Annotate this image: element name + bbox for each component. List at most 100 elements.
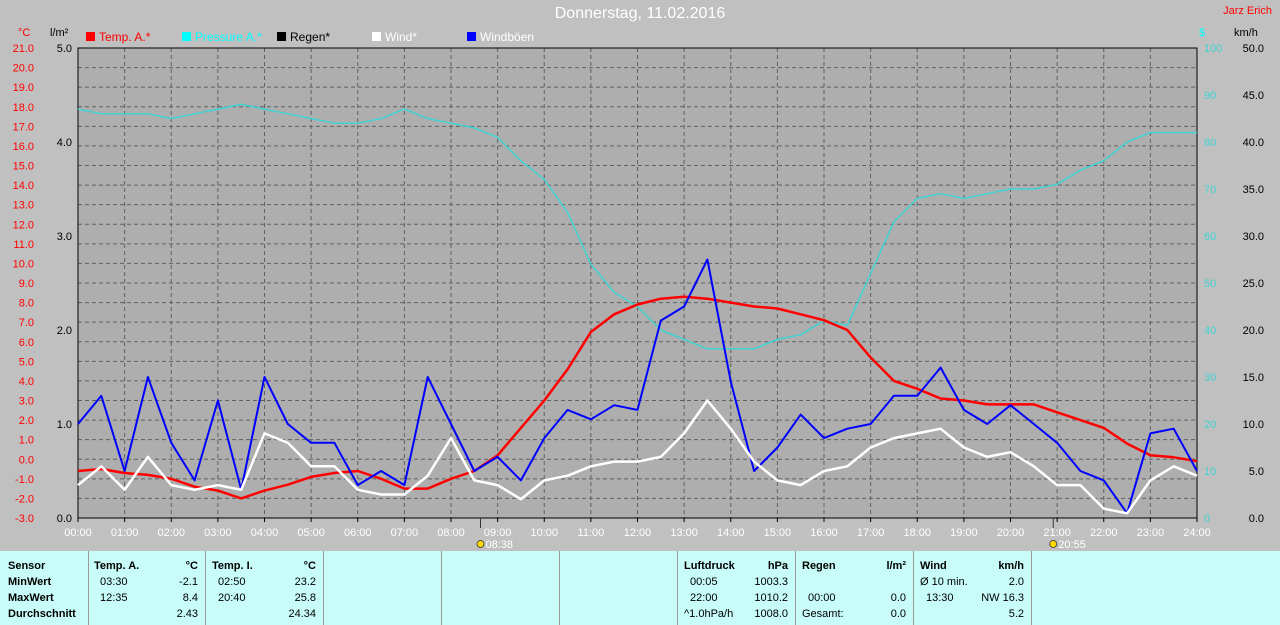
pressure-min-time: 00:05 (690, 576, 718, 588)
pressure-tick-label: 30 (1204, 372, 1216, 384)
grid (78, 48, 1197, 518)
rain-axis-unit: l/m² (50, 27, 69, 39)
x-tick-label: 22:00 (1090, 527, 1118, 539)
temp-out-min-value: -2.1 (179, 576, 198, 588)
temp-tick-label: 16.0 (13, 141, 34, 153)
temp-in-max-value: 25.8 (294, 592, 316, 604)
temp-in-unit: °C (303, 560, 316, 572)
column-divider (323, 551, 324, 625)
temp-tick-label: -3.0 (15, 513, 34, 525)
temp-tick-label: 4.0 (19, 376, 34, 388)
temp-tick-label: 7.0 (19, 317, 34, 329)
column-divider (1031, 551, 1032, 625)
x-tick-label: 11:00 (578, 527, 605, 539)
author-label: Jarz Erich (1223, 5, 1272, 17)
row-label-min: MinWert (8, 576, 52, 588)
temp-tick-label: 11.0 (13, 239, 34, 251)
pressure-tick-label: 80 (1204, 137, 1216, 149)
pressure-tick-label: 90 (1204, 90, 1216, 102)
pressure-line (77, 103, 1197, 350)
temp-tick-label: 17.0 (13, 121, 34, 133)
legend-swatch-rain (277, 32, 286, 41)
legend-swatch-pressure (182, 32, 191, 41)
x-tick-label: 08:00 (437, 527, 465, 539)
sun-icon (476, 540, 485, 548)
weather-chart: 00:00 01:00 02:00 03:00 04:00 05:00 06:00 07:00… (13, 43, 1264, 551)
wind-header: Wind (920, 560, 947, 572)
row-label-avg: Durchschnitt (8, 608, 76, 620)
wind-tick-label: 10.0 (1243, 419, 1264, 431)
wind-avg-value: 5.2 (1008, 608, 1024, 620)
x-tick-label: 23:00 (1137, 527, 1165, 539)
rain-total-value: 0.0 (890, 608, 906, 620)
temp-out-header: Temp. A. (94, 560, 140, 572)
x-tick-label: 18:00 (903, 527, 931, 539)
legend-label-rain: Regen* (290, 30, 331, 44)
pressure-tick-label: 20 (1204, 419, 1216, 431)
legend-swatch-temp (86, 32, 95, 41)
legend-item-temp: Temp. A.* (86, 30, 150, 44)
plot-border (77, 47, 1198, 519)
temp-tick-label: 10.0 (13, 258, 34, 270)
temp-tick-label: 0.0 (19, 454, 34, 466)
wind-tick-label: 5.0 (1249, 466, 1264, 478)
pressure-axis-unit: $ (1199, 27, 1206, 39)
legend-item-pressure: Pressure A.* (182, 30, 262, 44)
x-tick-label: 17:00 (857, 527, 885, 539)
temp-out-max-time: 12:35 (100, 592, 128, 604)
legend-label-gust: Windböen (480, 30, 535, 44)
statistics-table: Sensor MinWert MaxWert Durchschnitt Temp… (0, 551, 1280, 625)
temp-tick-label: 9.0 (19, 278, 34, 290)
rain-tick-label: 2.0 (57, 325, 72, 337)
column-divider (205, 551, 206, 625)
wind-line (77, 399, 1198, 515)
rain-tick-label: 4.0 (57, 137, 72, 149)
x-tick-label: 21:00 (1043, 527, 1071, 539)
temp-tick-label: 15.0 (13, 161, 34, 173)
wind-tick-label: 15.0 (1243, 372, 1264, 384)
temp-in-header: Temp. I. (212, 560, 253, 572)
legend-label-pressure: Pressure A.* (195, 30, 262, 44)
x-tick-label: 00:00 (64, 527, 92, 539)
temp-in-min-time: 02:50 (218, 576, 246, 588)
x-tick-label: 09:00 (484, 527, 512, 539)
rain-time: 00:00 (808, 592, 836, 604)
wind-tick-label: 40.0 (1243, 137, 1264, 149)
temp-tick-label: 14.0 (13, 180, 34, 192)
chart-title: Donnerstag, 11.02.2016 (554, 5, 726, 22)
column-divider (559, 551, 560, 625)
column-divider (913, 551, 914, 625)
temp-out-avg-value: 2.43 (176, 608, 198, 620)
rain-tick-label: 3.0 (57, 231, 72, 243)
axis-ticks: 00:00 01:00 02:00 03:00 04:00 05:00 06:00 07:00… (13, 43, 1264, 539)
pressure-tick-label: 60 (1204, 231, 1216, 243)
pressure-trend-label: ^1.0hPa/h (684, 608, 734, 620)
rain-total-label: Gesamt: (802, 608, 844, 620)
column-divider (677, 551, 678, 625)
temp-tick-label: 6.0 (19, 337, 34, 349)
rain-value: 0.0 (890, 592, 906, 604)
temp-tick-label: 8.0 (19, 298, 34, 310)
rain-header: Regen (802, 560, 836, 572)
wind-tick-label: 25.0 (1243, 278, 1264, 290)
wind-tick-label: 30.0 (1243, 231, 1264, 243)
wind-max-time: 13:30 (926, 592, 954, 604)
pressure-header: Luftdruck (684, 560, 735, 572)
x-tick-label: 19:00 (950, 527, 978, 539)
temp-tick-label: 13.0 (13, 200, 34, 212)
pressure-tick-label: 40 (1204, 325, 1216, 337)
temp-axis-unit: °C (18, 27, 31, 39)
temp-in-min-value: 23.2 (294, 576, 316, 588)
temp-tick-label: 18.0 (13, 102, 34, 114)
x-tick-label: 03:00 (204, 527, 232, 539)
temp-tick-label: 3.0 (19, 396, 34, 408)
temp-tick-label: 1.0 (19, 435, 34, 447)
temp-tick-label: 12.0 (13, 219, 34, 231)
x-tick-label: 13:00 (670, 527, 698, 539)
x-tick-label: 05:00 (297, 527, 325, 539)
temp-tick-label: -1.0 (15, 474, 34, 486)
x-tick-label: 01:00 (111, 527, 139, 539)
temp-tick-label: 21.0 (13, 43, 34, 55)
sun-icon (1049, 540, 1058, 548)
pressure-tick-label: 50 (1204, 278, 1216, 290)
